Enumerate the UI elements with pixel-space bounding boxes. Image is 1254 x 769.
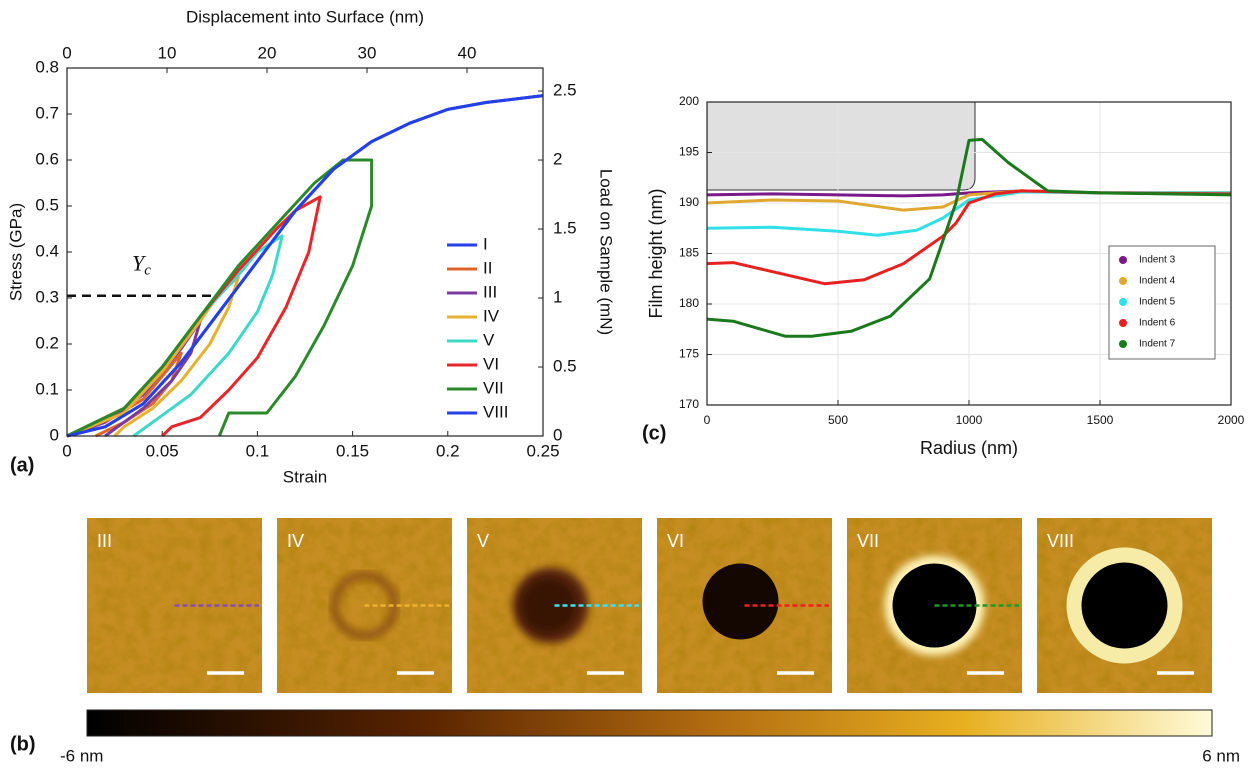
- y-tick-label: 175: [679, 347, 699, 361]
- x-tick-label: 0: [62, 441, 71, 460]
- legend-label: Indent 6: [1139, 318, 1176, 329]
- legend-label: Indent 7: [1139, 339, 1176, 350]
- series-line: [67, 160, 372, 436]
- panel-label: (a): [10, 454, 34, 476]
- reference-label-sub: c: [144, 263, 151, 279]
- y2-tick-label: 0.5: [553, 356, 577, 375]
- legend-marker: [1119, 319, 1127, 327]
- legend-label: II: [483, 258, 492, 277]
- legend-label: VI: [483, 354, 499, 373]
- y-tick-label: 0.1: [35, 379, 59, 398]
- y2-tick-label: 1.5: [553, 219, 577, 238]
- y-tick-label: 0.7: [35, 103, 59, 122]
- x2-tick-label: 0: [62, 43, 71, 62]
- y-tick-label: 170: [679, 397, 699, 411]
- legend-marker: [1119, 277, 1127, 285]
- legend-label: III: [483, 282, 497, 301]
- legend-label: V: [483, 330, 495, 349]
- image-label: VIII: [1047, 531, 1074, 551]
- y2-tick-label: 2.5: [553, 81, 577, 100]
- colorbar-min: -6 nm: [60, 746, 103, 765]
- indent-core: [521, 578, 577, 634]
- indent: [1082, 563, 1168, 649]
- y-tick-label: 0.3: [35, 287, 59, 306]
- series-line: [67, 236, 282, 436]
- y2-tick-label: 2: [553, 150, 562, 169]
- legend-label: Indent 5: [1139, 297, 1176, 308]
- legend-label: VII: [483, 378, 504, 397]
- legend-marker: [1119, 298, 1127, 306]
- indenter-tip: [707, 102, 975, 190]
- y2-tick-label: 0: [553, 425, 562, 444]
- legend-label: VIII: [483, 402, 509, 421]
- y-tick-label: 0: [50, 425, 59, 444]
- legend-label: I: [483, 234, 488, 253]
- x-tick-label: 0.05: [146, 441, 179, 460]
- legend-marker: [1119, 256, 1127, 264]
- y-tick-label: 0.5: [35, 195, 59, 214]
- series-line: [67, 321, 200, 436]
- afm-images: III IV V VI VII VIII: [87, 518, 1212, 693]
- x2-tick-label: 40: [458, 43, 477, 62]
- x-tick-label: 2000: [1218, 413, 1245, 427]
- x2-tick-label: 10: [158, 43, 177, 62]
- series-line: [67, 197, 320, 436]
- y-tick-label: 0.8: [35, 57, 59, 76]
- y2-axis-label: Load on Sample (mN): [597, 169, 616, 335]
- x2-tick-label: 30: [358, 43, 377, 62]
- y-tick-label: 200: [679, 94, 699, 108]
- legend-label: Indent 3: [1139, 255, 1176, 266]
- figure: IIIIVVVIVIIVIII -6 nm 6 nm (b) 00.050.10…: [0, 0, 1254, 769]
- legend-marker: [1119, 340, 1127, 348]
- y2-tick-label: 1: [553, 288, 562, 307]
- x-tick-label: 1500: [1087, 413, 1114, 427]
- x-tick-label: 1000: [956, 413, 983, 427]
- x2-tick-label: 20: [258, 43, 277, 62]
- legend-label: IV: [483, 306, 500, 325]
- y-tick-label: 0.6: [35, 149, 59, 168]
- legend-label: Indent 4: [1139, 276, 1176, 287]
- x-tick-label: 0: [704, 413, 711, 427]
- image-label: IV: [287, 531, 304, 551]
- y-tick-label: 0.2: [35, 333, 59, 352]
- x2-axis-label: Displacement into Surface (nm): [186, 7, 424, 26]
- reference-label: Yc: [132, 251, 151, 279]
- y-tick-label: 180: [679, 296, 699, 310]
- x-tick-label: 0.1: [246, 441, 270, 460]
- x-tick-label: 0.15: [336, 441, 369, 460]
- x-axis-label: Strain: [283, 467, 327, 486]
- x-tick-label: 0.2: [436, 441, 460, 460]
- image-label: V: [477, 531, 489, 551]
- y-axis-label: Film height (nm): [646, 188, 666, 318]
- panel-label: (b): [10, 733, 36, 755]
- panel-label: (c): [642, 422, 666, 444]
- colorbar: [87, 710, 1212, 736]
- image-label: VII: [857, 531, 879, 551]
- image-label: III: [97, 531, 112, 551]
- colorbar-max: 6 nm: [1202, 746, 1240, 765]
- x-axis-label: Radius (nm): [920, 438, 1018, 458]
- y-axis-label: Stress (GPa): [6, 203, 25, 301]
- x-tick-label: 500: [828, 413, 848, 427]
- y-tick-label: 0.4: [35, 241, 59, 260]
- image-label: VI: [667, 531, 684, 551]
- y-tick-label: 190: [679, 195, 699, 209]
- indent: [703, 564, 779, 640]
- y-tick-label: 185: [679, 246, 699, 260]
- y-tick-label: 195: [679, 145, 699, 159]
